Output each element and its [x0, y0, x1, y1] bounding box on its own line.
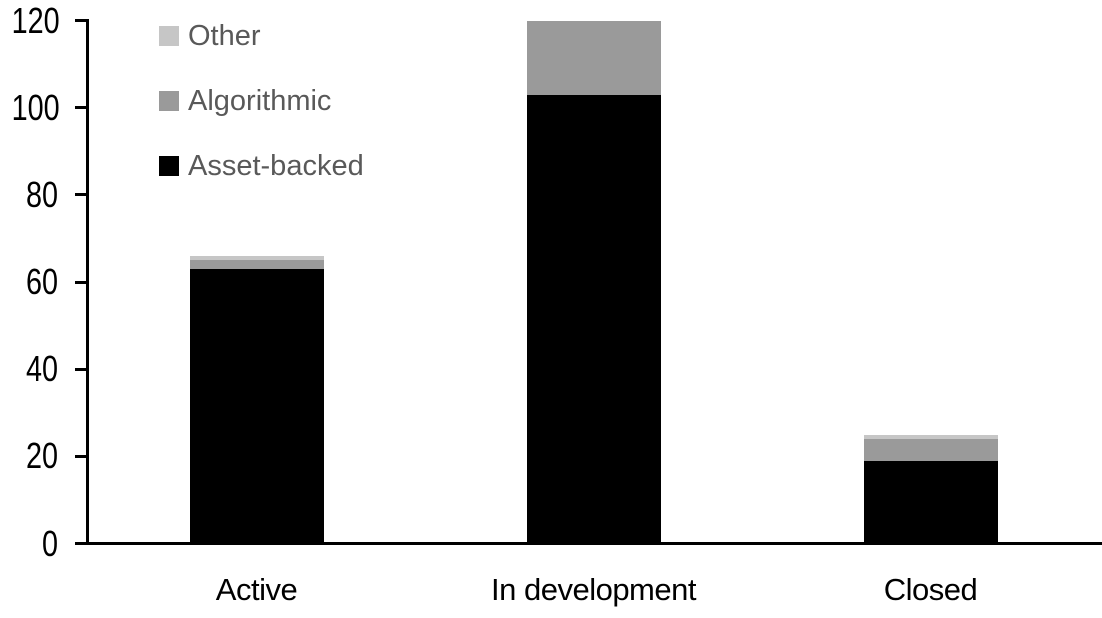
- bar-segment-algorithmic: [189, 260, 324, 269]
- y-tick-label: 0: [41, 522, 58, 564]
- y-axis-tick: [75, 193, 88, 197]
- bar-segment-asset-backed: [526, 94, 661, 544]
- bar-segment-other: [863, 434, 998, 439]
- legend-item-algorithmic: Algorithmic: [159, 85, 364, 117]
- algorithmic-swatch-icon: [159, 91, 179, 111]
- legend-item-asset-backed: Asset-backed: [159, 150, 364, 182]
- bar-segment-algorithmic: [526, 20, 661, 95]
- bar-segment-asset-backed: [189, 268, 324, 544]
- legend-label-other: Other: [188, 19, 261, 52]
- y-tick-label: 100: [11, 86, 60, 128]
- bar-segment-asset-backed: [863, 460, 998, 544]
- bar-segment-algorithmic: [863, 438, 998, 461]
- y-axis-tick: [75, 280, 88, 284]
- asset-backed-swatch-icon: [159, 156, 179, 176]
- bar-segment-other: [189, 255, 324, 261]
- y-tick-label: 120: [11, 0, 60, 41]
- y-axis-tick: [75, 542, 88, 545]
- x-axis-line: [75, 542, 1102, 545]
- y-axis-tick: [75, 367, 88, 371]
- other-swatch-icon: [159, 26, 179, 46]
- y-tick-label: 80: [25, 173, 58, 215]
- legend-item-other: Other: [159, 20, 364, 52]
- category-label: Closed: [883, 572, 978, 607]
- legend-label-algorithmic: Algorithmic: [188, 84, 332, 117]
- y-axis-tick: [75, 454, 88, 458]
- y-tick-label: 60: [25, 261, 58, 302]
- category-label: Active: [215, 572, 298, 607]
- y-tick-label: 40: [25, 348, 58, 390]
- y-axis-tick: [75, 106, 88, 110]
- y-axis-tick: [75, 19, 88, 22]
- y-tick-label: 20: [25, 435, 58, 477]
- chart-legend: Other Algorithmic Asset-backed: [159, 20, 364, 221]
- category-label: In development: [491, 572, 696, 607]
- legend-label-asset-backed: Asset-backed: [188, 149, 364, 182]
